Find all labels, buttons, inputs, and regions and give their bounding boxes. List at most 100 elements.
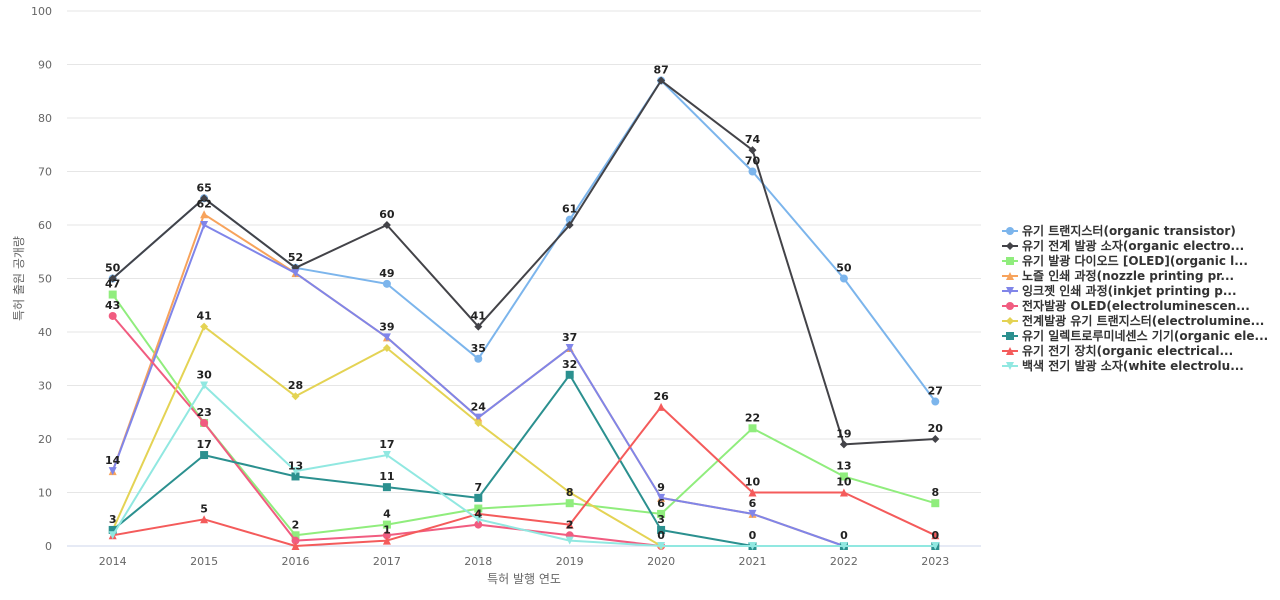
- data-point-marker[interactable]: [657, 493, 666, 502]
- data-point-marker[interactable]: [382, 483, 391, 492]
- data-point-marker[interactable]: [931, 499, 940, 508]
- data-point-marker[interactable]: [382, 520, 391, 529]
- data-point-marker[interactable]: [382, 344, 391, 353]
- data-point-marker[interactable]: [108, 274, 117, 283]
- data-point-marker[interactable]: [108, 467, 117, 476]
- data-point-marker[interactable]: [200, 210, 209, 219]
- data-point-marker[interactable]: [474, 504, 483, 513]
- data-point-marker[interactable]: [382, 536, 391, 545]
- data-point-marker[interactable]: [931, 531, 940, 540]
- data-point-marker[interactable]: [565, 536, 574, 545]
- legend-item[interactable]: 백색 전기 발광 소자(white electrolu...: [1002, 358, 1244, 373]
- data-point-marker[interactable]: [200, 194, 209, 203]
- series-line[interactable]: [111, 224, 936, 547]
- legend-marker[interactable]: [1006, 227, 1014, 235]
- data-point-marker[interactable]: [291, 531, 300, 540]
- data-point-marker[interactable]: [200, 221, 209, 229]
- series-line[interactable]: [112, 405, 936, 547]
- data-point-marker[interactable]: [748, 542, 757, 550]
- data-point-marker[interactable]: [108, 531, 117, 540]
- data-point-marker[interactable]: [474, 354, 483, 363]
- data-point-marker[interactable]: [474, 322, 483, 331]
- legend-marker[interactable]: [1006, 302, 1014, 310]
- data-point-marker[interactable]: [839, 472, 848, 481]
- data-point-marker[interactable]: [748, 167, 757, 176]
- data-point-marker[interactable]: [931, 435, 940, 443]
- data-point-marker[interactable]: [657, 542, 666, 550]
- legend-item[interactable]: 잉크젯 인쇄 과정(inkjet printing p...: [1002, 283, 1237, 298]
- y-tick-label: 100: [31, 5, 52, 18]
- legend-item[interactable]: 전자발광 OLED(electroluminescen...: [1002, 298, 1250, 313]
- data-point-marker[interactable]: [748, 424, 757, 433]
- data-point-marker[interactable]: [748, 488, 757, 497]
- data-point-marker[interactable]: [657, 402, 666, 411]
- data-point-marker[interactable]: [474, 418, 483, 427]
- data-point-marker[interactable]: [931, 542, 940, 550]
- data-point-marker[interactable]: [382, 451, 391, 460]
- data-point-marker[interactable]: [474, 493, 483, 502]
- data-point-marker[interactable]: [291, 392, 300, 401]
- data-point-marker[interactable]: [748, 509, 757, 518]
- data-point-marker[interactable]: [657, 525, 666, 534]
- series-line[interactable]: [111, 384, 936, 547]
- data-point-marker[interactable]: [474, 413, 483, 422]
- data-label: 8: [931, 486, 939, 499]
- data-point-marker[interactable]: [565, 344, 574, 353]
- data-point-marker[interactable]: [839, 488, 848, 497]
- data-point-marker[interactable]: [200, 515, 209, 524]
- data-point-marker[interactable]: [291, 472, 300, 481]
- data-label: 0: [749, 529, 757, 542]
- data-point-marker[interactable]: [382, 221, 391, 229]
- data-point-marker[interactable]: [382, 279, 391, 288]
- legend-marker[interactable]: [1006, 317, 1014, 325]
- legend-item[interactable]: 유기 전기 장치(organic electrical...: [1002, 343, 1233, 358]
- data-point-marker[interactable]: [839, 440, 848, 449]
- data-point-marker[interactable]: [200, 418, 209, 427]
- legend-item[interactable]: 전계발광 유기 트랜지스터(electrolumine...: [1002, 313, 1264, 328]
- data-point-marker[interactable]: [565, 520, 574, 529]
- legend-item[interactable]: 유기 발광 다이오드 [OLED](organic l...: [1002, 253, 1248, 268]
- legend-marker[interactable]: [1006, 362, 1014, 370]
- legend-item[interactable]: 노즐 인쇄 과정(nozzle printing pr...: [1002, 268, 1234, 283]
- data-point-marker[interactable]: [200, 381, 209, 390]
- data-point-marker[interactable]: [200, 322, 209, 331]
- data-point-marker[interactable]: [108, 290, 117, 299]
- series-line[interactable]: [112, 79, 936, 446]
- data-point-marker[interactable]: [565, 499, 574, 508]
- data-point-marker[interactable]: [291, 269, 300, 278]
- data-point-marker[interactable]: [474, 520, 483, 529]
- data-point-marker[interactable]: [839, 542, 848, 550]
- legend-marker[interactable]: [1006, 287, 1014, 295]
- data-point-marker[interactable]: [108, 525, 117, 534]
- data-point-marker[interactable]: [565, 370, 574, 379]
- data-point-marker[interactable]: [291, 536, 300, 545]
- data-label: 43: [105, 299, 120, 312]
- legend-item[interactable]: 유기 전계 발광 소자(organic electro...: [1002, 238, 1244, 253]
- data-point-marker[interactable]: [108, 311, 117, 320]
- legend-label: 노즐 인쇄 과정(nozzle printing pr...: [1022, 268, 1234, 283]
- legend-marker[interactable]: [1006, 257, 1014, 265]
- data-point-marker[interactable]: [382, 333, 391, 342]
- data-label: 6: [657, 497, 665, 510]
- data-point-marker[interactable]: [200, 451, 209, 460]
- legend-marker[interactable]: [1006, 242, 1014, 250]
- series-line[interactable]: [111, 294, 936, 537]
- data-point-marker[interactable]: [291, 542, 300, 550]
- legend-item[interactable]: 유기 트랜지스터(organic transistor): [1002, 223, 1236, 238]
- data-point-marker[interactable]: [565, 488, 574, 497]
- data-point-marker[interactable]: [657, 76, 666, 85]
- data-point-marker[interactable]: [291, 467, 300, 476]
- series-line[interactable]: [111, 213, 936, 547]
- legend-label: 유기 일렉트로루미네센스 기기(organic ele...: [1022, 328, 1268, 343]
- data-point-marker[interactable]: [474, 515, 483, 524]
- data-point-marker[interactable]: [382, 531, 391, 540]
- data-point-marker[interactable]: [657, 509, 666, 518]
- data-point-marker[interactable]: [839, 274, 848, 283]
- legend-item[interactable]: 유기 일렉트로루미네센스 기기(organic ele...: [1002, 328, 1268, 343]
- data-point-marker[interactable]: [748, 146, 757, 155]
- data-point-marker[interactable]: [565, 221, 574, 229]
- legend-marker[interactable]: [1006, 347, 1014, 355]
- data-point-marker[interactable]: [931, 397, 940, 406]
- legend-marker[interactable]: [1006, 272, 1014, 280]
- legend-marker[interactable]: [1006, 332, 1014, 340]
